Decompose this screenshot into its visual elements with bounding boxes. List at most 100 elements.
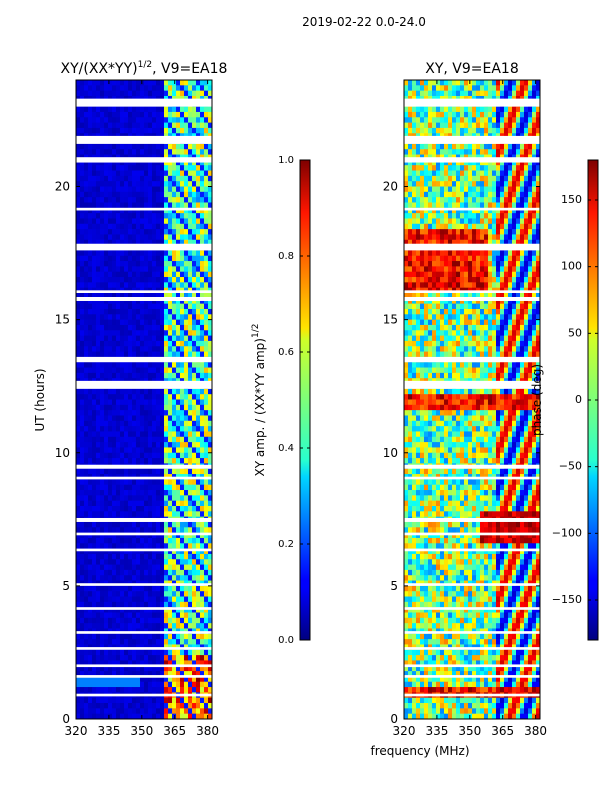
heatmap-cell bbox=[188, 90, 193, 97]
heatmap-cell bbox=[80, 665, 85, 672]
heatmap-cell bbox=[100, 633, 105, 640]
heatmap-cell bbox=[84, 660, 89, 667]
heatmap-cell bbox=[92, 490, 97, 496]
heatmap-cell bbox=[84, 335, 89, 342]
heatmap-cell bbox=[172, 122, 177, 129]
flagged-row bbox=[76, 157, 212, 163]
heatmap-cell bbox=[204, 80, 209, 86]
heatmap-cell bbox=[100, 537, 105, 544]
heatmap-cell bbox=[156, 255, 161, 262]
heatmap-cell bbox=[192, 117, 197, 124]
heatmap-cell bbox=[196, 122, 201, 129]
heatmap-cell bbox=[208, 122, 213, 129]
heatmap-cell bbox=[148, 612, 153, 619]
heatmap-cell bbox=[528, 122, 533, 129]
heatmap-cell bbox=[96, 452, 101, 459]
heatmap-cell bbox=[200, 106, 205, 113]
heatmap-cell bbox=[404, 175, 409, 182]
heatmap-cell bbox=[188, 447, 193, 454]
heatmap-cell bbox=[88, 330, 93, 336]
heatmap-cell bbox=[196, 490, 201, 496]
heatmap-cell bbox=[428, 207, 433, 214]
heatmap-cell bbox=[184, 532, 189, 539]
heatmap-cell bbox=[168, 703, 173, 709]
heatmap-cell bbox=[160, 319, 165, 326]
heatmap-cell bbox=[136, 506, 141, 512]
heatmap-cell bbox=[172, 431, 177, 438]
heatmap-cell bbox=[120, 404, 125, 411]
heatmap-cell bbox=[100, 548, 105, 555]
heatmap-cell bbox=[140, 548, 145, 555]
heatmap-cell bbox=[92, 404, 97, 411]
heatmap-cell bbox=[524, 175, 529, 182]
heatmap-cell bbox=[112, 458, 117, 464]
heatmap-cell bbox=[428, 85, 433, 92]
heatmap-cell bbox=[164, 298, 169, 305]
heatmap-cell bbox=[416, 90, 421, 97]
heatmap-cell bbox=[188, 415, 193, 422]
heatmap-cell bbox=[156, 708, 161, 715]
heatmap-cell bbox=[188, 420, 193, 427]
heatmap-cell bbox=[104, 266, 109, 273]
heatmap-cell bbox=[156, 458, 161, 464]
heatmap-cell bbox=[412, 149, 417, 155]
heatmap-cell bbox=[132, 351, 137, 358]
heatmap-cell bbox=[408, 207, 413, 214]
heatmap-cell bbox=[92, 442, 97, 448]
heatmap-cell bbox=[184, 340, 189, 347]
heatmap-cell bbox=[120, 681, 125, 688]
heatmap-cell bbox=[204, 85, 209, 92]
heatmap-cell bbox=[76, 431, 81, 438]
heatmap-cell bbox=[192, 458, 197, 464]
heatmap-cell bbox=[200, 458, 205, 464]
heatmap-cell bbox=[404, 117, 409, 124]
heatmap-cell bbox=[180, 80, 185, 86]
heatmap-cell bbox=[532, 90, 537, 97]
heatmap-cell bbox=[532, 202, 537, 209]
heatmap-cell bbox=[92, 676, 97, 683]
heatmap-cell bbox=[100, 159, 105, 166]
heatmap-cell bbox=[96, 308, 101, 315]
heatmap-cell bbox=[172, 585, 177, 592]
heatmap-cell bbox=[144, 660, 149, 667]
heatmap-cell bbox=[416, 202, 421, 209]
heatmap-cell bbox=[84, 703, 89, 709]
heatmap-cell bbox=[168, 298, 173, 305]
heatmap-cell bbox=[136, 202, 141, 209]
heatmap-cell bbox=[192, 186, 197, 193]
heatmap-cell bbox=[92, 399, 97, 406]
heatmap-cell bbox=[412, 202, 417, 209]
heatmap-cell bbox=[140, 442, 145, 448]
heatmap-cell bbox=[120, 298, 125, 305]
heatmap-cell bbox=[116, 330, 121, 336]
heatmap-cell bbox=[124, 548, 129, 555]
heatmap-cell bbox=[160, 490, 165, 496]
heatmap-cell bbox=[88, 239, 93, 246]
heatmap-cell bbox=[80, 660, 85, 667]
heatmap-cell bbox=[184, 495, 189, 502]
heatmap-cell bbox=[500, 165, 505, 171]
heatmap-cell bbox=[416, 159, 421, 166]
heatmap-cell bbox=[96, 655, 101, 661]
heatmap-cell bbox=[84, 506, 89, 512]
heatmap-cell bbox=[196, 543, 201, 550]
heatmap-cell bbox=[156, 394, 161, 400]
heatmap-cell bbox=[140, 213, 145, 219]
heatmap-cell bbox=[100, 623, 105, 629]
heatmap-cell bbox=[144, 271, 149, 278]
heatmap-cell bbox=[464, 149, 469, 155]
heatmap-cell bbox=[532, 111, 537, 118]
heatmap-cell bbox=[92, 314, 97, 321]
heatmap-cell bbox=[140, 340, 145, 347]
heatmap-cell bbox=[132, 186, 137, 193]
heatmap-cell bbox=[80, 399, 85, 406]
heatmap-cell bbox=[160, 521, 165, 528]
heatmap-cell bbox=[188, 479, 193, 486]
heatmap-cell bbox=[116, 170, 121, 177]
heatmap-cell bbox=[180, 335, 185, 342]
heatmap-cell bbox=[188, 127, 193, 134]
heatmap-cell bbox=[448, 159, 453, 166]
heatmap-cell bbox=[96, 340, 101, 347]
heatmap-cell bbox=[116, 506, 121, 512]
heatmap-cell bbox=[80, 687, 85, 693]
